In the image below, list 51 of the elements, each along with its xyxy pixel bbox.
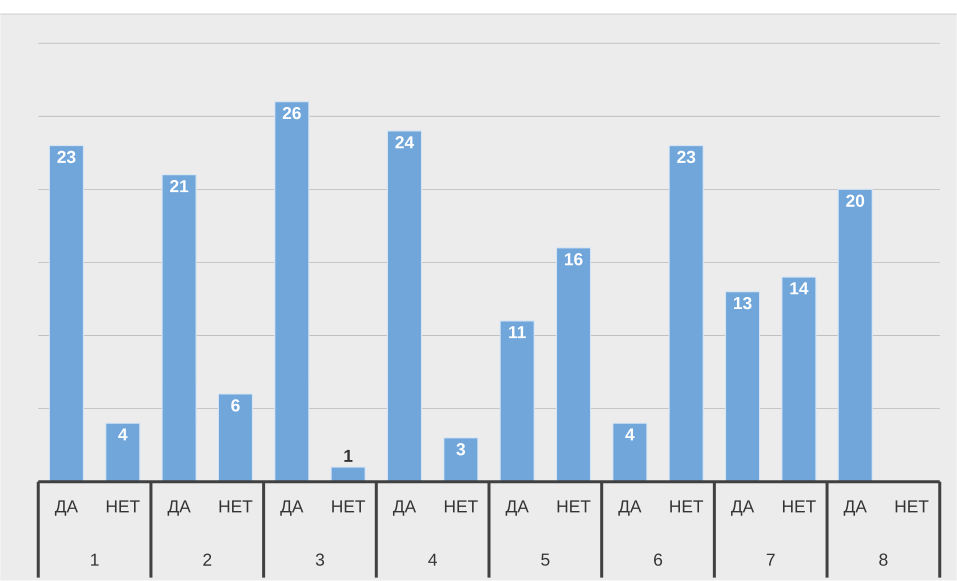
x-tick-label: НЕТ (220, 500, 252, 512)
data-label: 21 (170, 180, 188, 192)
bar (162, 174, 196, 482)
data-label: 24 (395, 136, 414, 148)
bar (49, 146, 84, 482)
x-tick-label: НЕТ (558, 500, 590, 512)
x-tick-label: НЕТ (782, 500, 816, 512)
bar (387, 131, 422, 482)
text: 8 (879, 554, 888, 566)
text: 4 (428, 554, 437, 566)
data-label: 1 (344, 450, 352, 462)
x-tick-label: ДА (168, 500, 191, 516)
text: 3 (316, 554, 324, 566)
data-label: 11 (509, 326, 526, 338)
data-label: 26 (282, 107, 301, 120)
bar (669, 146, 704, 482)
bar (274, 102, 309, 482)
data-label: 13 (734, 297, 752, 310)
x-tick-label: НЕТ (332, 500, 366, 512)
data-label: 3 (456, 443, 466, 456)
x-tick-label: НЕТ (670, 500, 704, 512)
x-tick-label: ДА (506, 500, 529, 516)
x-tick-label: НЕТ (106, 500, 140, 512)
data-label: 23 (57, 150, 76, 164)
bar (500, 321, 534, 482)
x-tick-label: НЕТ (896, 500, 928, 512)
text: 5 (541, 554, 550, 566)
text: 2 (203, 554, 212, 566)
x-tick-label: ДА (844, 500, 867, 516)
data-label: 23 (677, 150, 696, 164)
x-tick-label: ДА (392, 500, 416, 516)
x-tick-label: НЕТ (444, 500, 478, 512)
text: 1 (91, 554, 99, 566)
data-label: 14 (790, 282, 808, 294)
bar (726, 292, 760, 482)
bar (612, 423, 647, 482)
bar (838, 189, 873, 482)
data-label: 20 (846, 194, 864, 208)
data-label: 4 (625, 428, 635, 441)
data-label: 6 (231, 399, 240, 412)
text: 6 (654, 554, 662, 566)
x-tick-label: ДА (54, 500, 78, 516)
x-tick-label: ДА (618, 500, 642, 516)
x-tick-label: ДА (731, 500, 754, 516)
data-label: 16 (564, 253, 583, 266)
x-tick-label: ДА (280, 500, 304, 516)
bar (556, 248, 591, 482)
bar (782, 277, 816, 482)
data-label: 4 (118, 428, 128, 441)
bar (218, 394, 252, 482)
text: 7 (766, 554, 775, 566)
